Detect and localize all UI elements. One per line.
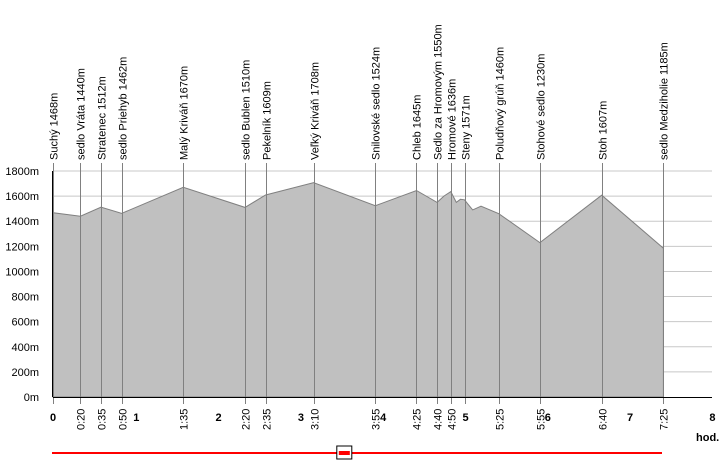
x-tick-label: 5 xyxy=(462,412,468,424)
y-tick-label: 1600m xyxy=(5,191,39,203)
x-tick-label: 6 xyxy=(545,412,551,424)
waypoint-label: Chleb 1645m xyxy=(412,95,424,160)
waypoint-time-label: 3:10 xyxy=(310,409,322,430)
waypoint-label: Stohové sedlo 1230m xyxy=(536,54,548,160)
waypoint-time-label: 4:40 xyxy=(433,409,445,430)
x-tick-label: 7 xyxy=(627,412,633,424)
y-tick-label: 800m xyxy=(11,292,39,304)
waypoint-label: Hromové 1636m xyxy=(447,79,459,160)
waypoint-time-label: 2:20 xyxy=(241,409,253,430)
y-tick-labels: 0m 200m 400m 600m 800m 1000m 1200m 1400m 1600m 18… xyxy=(5,166,39,404)
waypoint-time-label: 4:25 xyxy=(412,409,424,430)
waypoint-label: Steny 1571m xyxy=(461,95,473,160)
waypoint-label: Pekelník 1609m xyxy=(262,81,274,160)
axes xyxy=(52,171,712,398)
waypoint-label: Stratenec 1512m xyxy=(97,76,109,160)
waypoint-time-label: 0:20 xyxy=(76,409,88,430)
x-unit-label: hod. xyxy=(696,432,719,444)
elevation-area xyxy=(52,182,664,398)
waypoint-time-label: 6:40 xyxy=(598,409,610,430)
waypoint-time-label: 2:35 xyxy=(262,409,274,430)
x-tick-label: 3 xyxy=(298,412,304,424)
scrollbar-thumb-fill xyxy=(338,451,350,455)
waypoint-label: Poludňový grúň 1460m xyxy=(495,47,507,160)
waypoint-label: Snilovské sedlo 1524m xyxy=(371,47,383,160)
waypoint-label: sedlo Medziholie 1185m xyxy=(659,42,671,160)
waypoint-time-label: 5:25 xyxy=(495,409,507,430)
waypoint-time-label: 0:50 xyxy=(118,409,130,430)
waypoint-time-label: 0:35 xyxy=(97,409,109,430)
x-tick-labels: 0:20 0:35 0:50 1:35 2:20 2:35 3:10 3:55 4:25 4:40… xyxy=(50,409,716,430)
x-tick-label: 8 xyxy=(709,412,715,424)
waypoint-label: Malý Kriváň 1670m xyxy=(179,66,191,160)
y-tick-label: 400m xyxy=(11,342,39,354)
waypoint-label: Sedlo za Hromovým 1550m xyxy=(433,24,445,160)
waypoint-label: sedlo Priehyb 1462m xyxy=(118,57,130,160)
x-tick-label: 2 xyxy=(216,412,222,424)
x-tick-label: 4 xyxy=(380,412,387,424)
y-tick-label: 1800m xyxy=(5,166,39,178)
waypoint-label: Stoh 1607m xyxy=(598,101,610,160)
y-tick-label: 600m xyxy=(11,317,39,329)
waypoint-time-label: 7:25 xyxy=(659,409,671,430)
waypoint-time-label: 5:55 xyxy=(536,409,548,430)
waypoint-label: Veľký Kriváň 1708m xyxy=(310,62,322,160)
waypoint-time-label: 1:35 xyxy=(179,409,191,430)
x-tick-label: 1 xyxy=(133,412,139,424)
waypoint-time-label: 3:55 xyxy=(371,409,383,430)
y-tick-label: 200m xyxy=(11,367,39,379)
y-tick-label: 1000m xyxy=(5,266,39,278)
y-tick-label: 0m xyxy=(24,392,39,404)
waypoint-label: sedlo Vráta 1440m xyxy=(76,68,88,160)
waypoint-time-label: 4:50 xyxy=(447,409,459,430)
y-tick-label: 1200m xyxy=(5,241,39,253)
y-tick-label: 1400m xyxy=(5,216,39,228)
waypoint-markers xyxy=(53,163,664,404)
waypoint-labels: Suchý 1468m sedlo Vráta 1440m Stratenec 15… xyxy=(49,24,671,160)
waypoint-label: sedlo Bublen 1510m xyxy=(241,60,253,160)
x-tick-label: 0 xyxy=(50,412,56,424)
waypoint-label: Suchý 1468m xyxy=(49,93,61,160)
timeline-scrollbar[interactable] xyxy=(52,445,662,460)
